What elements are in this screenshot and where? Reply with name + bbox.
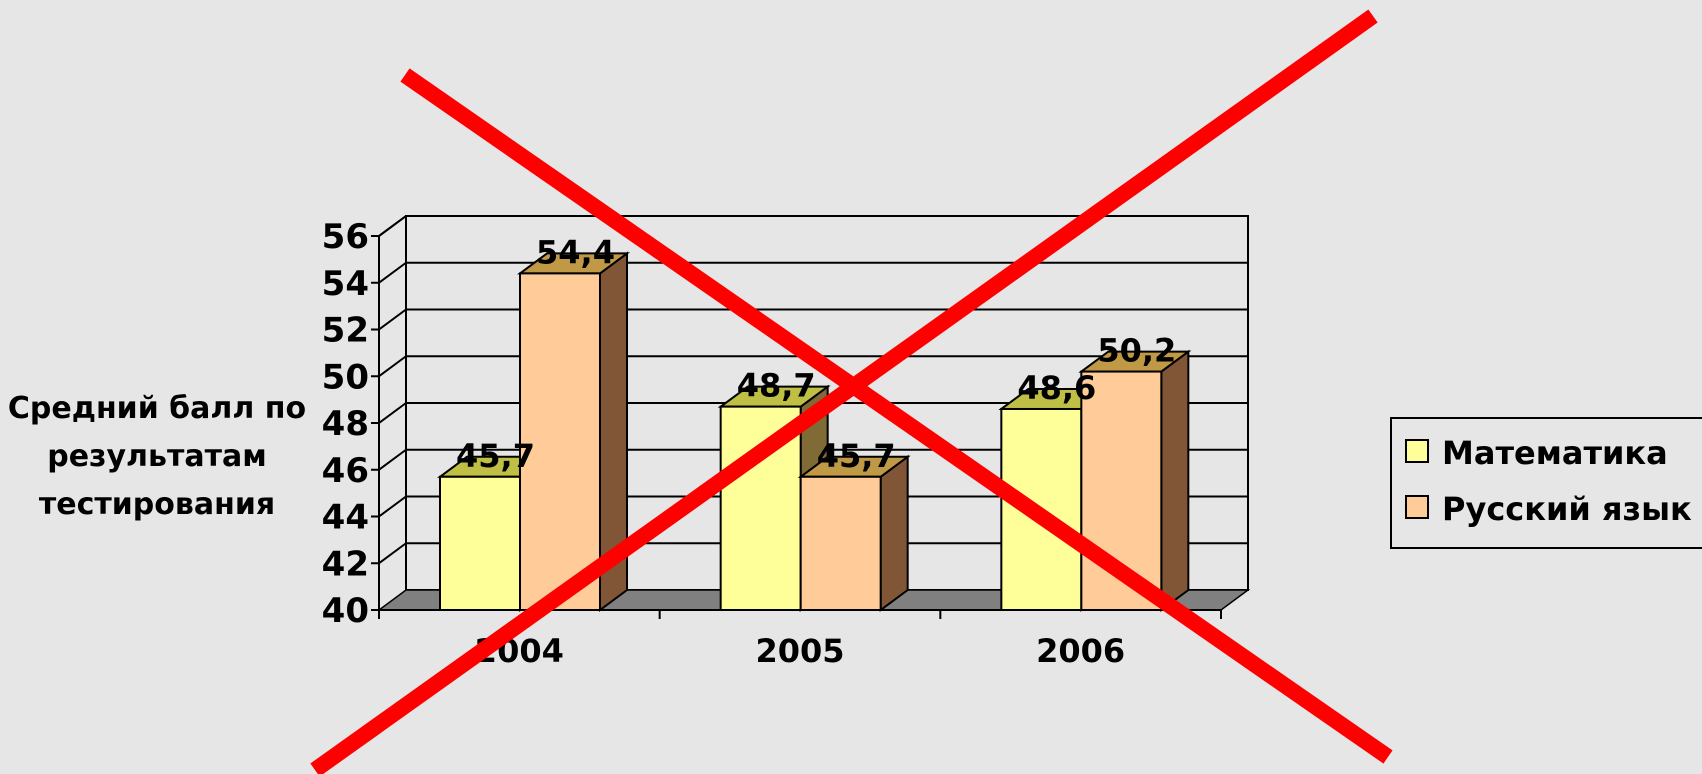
gridline-side xyxy=(378,448,407,471)
data-label: 50,2 xyxy=(1097,332,1176,370)
gridline-side xyxy=(378,402,407,424)
legend-box xyxy=(1390,417,1702,549)
data-label: 48,7 xyxy=(737,367,816,405)
bar xyxy=(439,475,521,612)
y-tick-label: 52 xyxy=(322,311,369,351)
red-x-overlay xyxy=(310,9,1393,774)
bar-side xyxy=(879,454,909,612)
legend-swatch xyxy=(1405,439,1429,463)
y-axis-title-line: результатам xyxy=(47,439,267,474)
data-labels: 45,754,448,745,748,650,2 xyxy=(456,233,1176,474)
bar-side xyxy=(1160,349,1190,612)
gridline-side xyxy=(378,215,407,237)
y-tick-label: 42 xyxy=(322,544,369,584)
red-x-stroke xyxy=(400,68,1393,764)
bar xyxy=(1080,370,1163,612)
bars xyxy=(436,251,1192,612)
bar xyxy=(799,475,882,612)
y-tick-label: 40 xyxy=(322,591,369,631)
legend-label: Математика xyxy=(1442,434,1668,472)
legend: Математика Русский язык xyxy=(1390,417,1702,549)
data-label: 45,7 xyxy=(817,437,896,475)
red-x-stroke xyxy=(310,9,1378,774)
legend-swatch xyxy=(1405,495,1429,519)
y-tick-label: 54 xyxy=(322,264,369,304)
gridline-side xyxy=(378,542,407,565)
y-axis-title-line: Средний балл по xyxy=(8,391,306,426)
gridline-side xyxy=(378,308,407,331)
y-axis-title: Средний балл по результатам тестирования xyxy=(8,391,306,522)
y-tick-label: 44 xyxy=(322,498,369,538)
x-tick-label: 2006 xyxy=(1036,632,1125,670)
y-tick-label: 50 xyxy=(322,357,369,397)
y-axis-title-line: тестирования xyxy=(39,487,275,522)
data-label: 48,6 xyxy=(1017,369,1096,407)
data-label: 45,7 xyxy=(456,437,535,475)
y-tick-label: 48 xyxy=(322,404,369,444)
y-tick-label: 56 xyxy=(322,217,369,257)
x-tick-label: 2005 xyxy=(755,632,844,670)
y-tick-label: 46 xyxy=(322,451,369,491)
gridline-side xyxy=(378,355,407,378)
gridline-side xyxy=(378,495,407,518)
bar xyxy=(519,272,601,611)
gridline-side xyxy=(378,261,407,284)
legend-label: Русский язык xyxy=(1442,490,1692,528)
data-label: 54,4 xyxy=(536,233,615,271)
